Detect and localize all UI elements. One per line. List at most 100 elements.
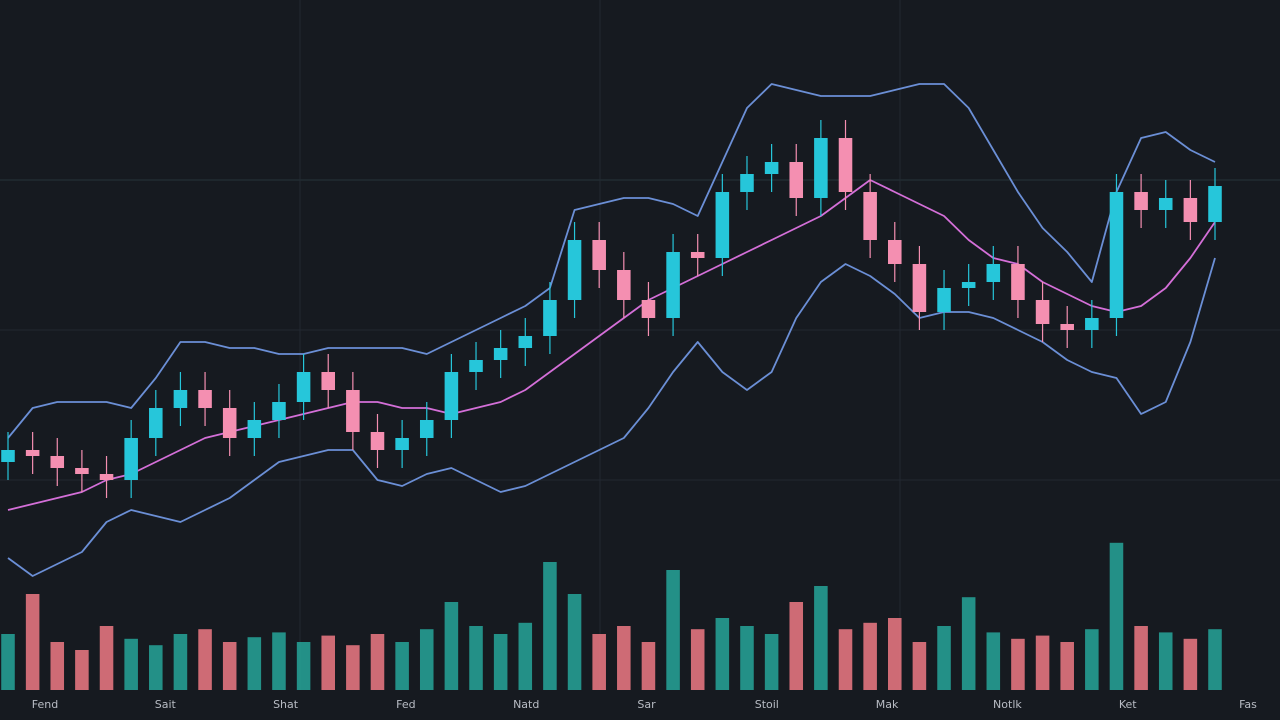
candle-body (617, 270, 631, 300)
volume-bar (814, 586, 828, 690)
candle-body (198, 390, 212, 408)
background-grid (0, 0, 1280, 690)
volume-bar (690, 629, 705, 690)
candle-body (1011, 264, 1025, 300)
x-tick-label: Fas (1239, 698, 1257, 711)
volume-bar (888, 618, 902, 690)
volume-bar (1035, 635, 1050, 690)
volume-bar (370, 634, 385, 690)
x-tick-label: Sar (637, 698, 656, 711)
volume-bar (247, 637, 262, 690)
candle-body (666, 252, 680, 318)
volume-bar (986, 632, 1001, 690)
volume-bar (75, 650, 89, 690)
candle-body (50, 456, 65, 468)
candle-body (518, 336, 533, 348)
volume-bar (198, 629, 212, 690)
volume-bar (518, 622, 533, 690)
candle-body (321, 372, 335, 390)
candle-body (986, 264, 1001, 282)
candle-body (25, 450, 40, 456)
candle-body (1183, 198, 1198, 222)
x-tick-label: Fed (396, 698, 415, 711)
candle-body (567, 240, 582, 300)
candle-body (173, 390, 188, 408)
volume-bar (296, 642, 311, 690)
volume-bar (469, 626, 483, 690)
candle-body (75, 468, 89, 474)
volume-bar (592, 634, 606, 690)
volume-bar (567, 594, 582, 690)
x-tick-label: Ket (1119, 698, 1137, 711)
candle-body (1035, 300, 1050, 324)
candle-body (1208, 186, 1222, 222)
candle-body (863, 192, 877, 240)
candle-body (272, 402, 286, 420)
volume-bar (937, 626, 951, 690)
candle-body (690, 252, 705, 258)
x-tick-label: Shat (273, 698, 299, 711)
volume-bar (1109, 542, 1124, 690)
candle-body (469, 360, 483, 372)
volume-bar (1085, 629, 1099, 690)
volume-bar (543, 562, 557, 690)
volume-bar (419, 629, 434, 690)
volume-bar (272, 632, 286, 690)
candle-body (1085, 318, 1099, 330)
candle-body (444, 372, 459, 420)
candle-body (740, 174, 754, 192)
volume-bar (493, 634, 508, 690)
volume-bar (222, 642, 237, 690)
band-upper (7, 83, 1216, 439)
volume-bar (764, 634, 779, 690)
x-tick-label: Mak (876, 698, 899, 711)
volume-bar (99, 626, 114, 690)
candle-body (838, 138, 853, 192)
volume-bar (617, 626, 631, 690)
x-tick-label: Fend (32, 698, 58, 711)
candle-body (247, 420, 262, 438)
candle-body (764, 162, 779, 174)
volume-bar (1183, 638, 1198, 690)
volume-bar (1, 634, 15, 690)
volume-bar (1134, 626, 1148, 690)
volume-bar (912, 642, 927, 690)
x-tick-label: Natd (513, 698, 539, 711)
candle-body (99, 474, 114, 480)
candle-body (789, 162, 804, 198)
volume-bar (149, 645, 163, 690)
x-tick-label: Sait (155, 698, 177, 711)
candle-body (592, 240, 606, 270)
volume-bar (173, 634, 188, 690)
volume-bar (666, 570, 680, 690)
candle-body (1158, 198, 1173, 210)
volume-bar (50, 642, 65, 690)
band-lower (7, 257, 1216, 577)
volume-bar (641, 642, 656, 690)
volume-bar (838, 629, 853, 690)
volume-bar (740, 626, 754, 690)
candle-body (222, 408, 237, 438)
x-tick-label: Notlk (993, 698, 1022, 711)
candle-body (641, 300, 656, 318)
candle-body (149, 408, 163, 438)
candle-body (296, 372, 311, 402)
candle-body (543, 300, 557, 336)
volume-bar (863, 622, 877, 690)
candle-body (124, 438, 138, 480)
candle-body (961, 282, 976, 288)
candle-body (346, 390, 360, 432)
x-tick-label: Stoil (755, 698, 779, 711)
candle-body (912, 264, 927, 312)
candle-body (1, 450, 15, 462)
volume-bar (321, 635, 335, 690)
candle-body (937, 288, 951, 312)
volume-bar (124, 638, 138, 690)
candle-body (1109, 192, 1124, 318)
volume-bar (1208, 629, 1222, 690)
candle-body (715, 192, 730, 258)
candle-body (370, 432, 385, 450)
volume-bar (961, 597, 976, 690)
